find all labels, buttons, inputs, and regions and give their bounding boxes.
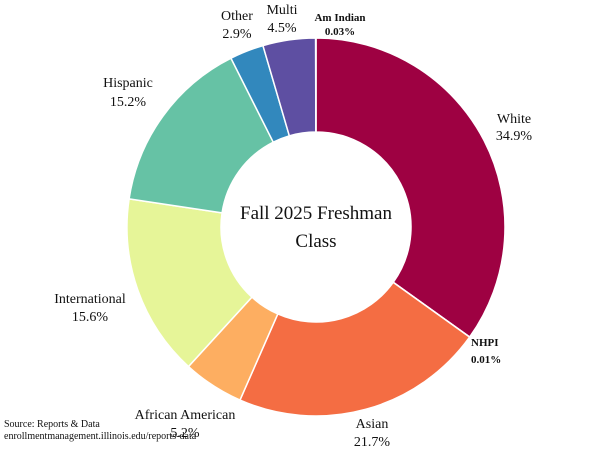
donut-slices <box>126 37 506 417</box>
chart-center-title-line-2: Class <box>295 231 336 252</box>
label-asian: Asian <box>356 417 389 432</box>
label-white: White <box>497 112 531 127</box>
value-other: 2.9% <box>222 27 252 42</box>
label-african-american: African American <box>135 408 236 423</box>
label-international: International <box>54 292 126 307</box>
value-nhpi: 0.01% <box>471 354 501 366</box>
label-multi: Multi <box>266 3 297 18</box>
label-hispanic: Hispanic <box>103 76 153 91</box>
source-line-2: enrollmentmanagement.illinois.edu/report… <box>4 431 197 442</box>
label-nhpi: NHPI <box>471 337 499 349</box>
value-hispanic: 15.2% <box>110 95 147 110</box>
value-multi: 4.5% <box>267 21 297 36</box>
chart-center-title-line-1: Fall 2025 Freshman <box>240 203 392 224</box>
slice-labels: White 34.9% NHPI 0.01% Asian 21.7% African Ame… <box>54 3 532 450</box>
slice-white <box>315 37 506 339</box>
value-african-american: 5.2% <box>170 426 200 441</box>
label-other: Other <box>221 9 253 24</box>
value-am-indian: 0.03% <box>325 26 355 38</box>
source-note: Source: Reports & Data enrollmentmanagem… <box>4 419 196 443</box>
slice-asian <box>238 281 471 417</box>
slice-international <box>126 197 253 368</box>
label-am-indian: Am Indian <box>314 12 365 24</box>
value-white: 34.9% <box>496 129 533 144</box>
source-line-1: Source: Reports & Data <box>4 419 100 430</box>
value-international: 15.6% <box>72 310 109 325</box>
value-asian: 21.7% <box>354 435 391 450</box>
